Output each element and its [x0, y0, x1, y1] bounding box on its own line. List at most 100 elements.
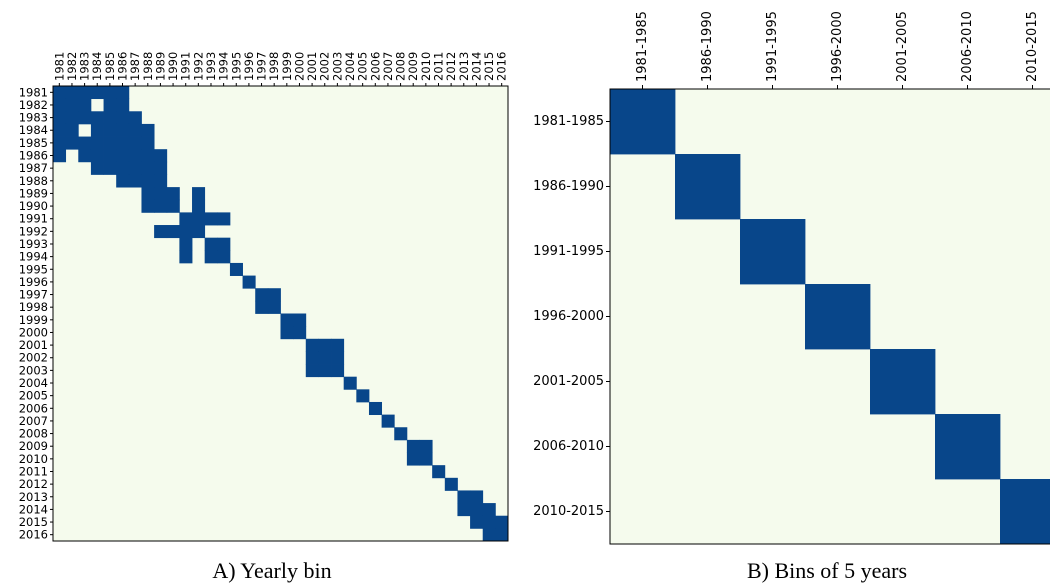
heatmap-cell: [78, 86, 92, 100]
column-label: 2014: [469, 52, 483, 81]
heatmap-cell: [103, 98, 117, 112]
heatmap-cell: [166, 199, 180, 213]
heatmap-cell: [65, 111, 79, 125]
row-label: 1990: [19, 199, 48, 213]
row-label: 1997: [19, 288, 48, 302]
heatmap-cell: [343, 376, 357, 390]
heatmap-cell: [116, 86, 130, 100]
heatmap-cell: [179, 225, 193, 239]
heatmap-cell: [53, 123, 67, 137]
heatmap-cell: [179, 212, 193, 226]
row-label: 2001: [19, 338, 48, 352]
heatmap-cell: [90, 111, 104, 125]
heatmap-cell: [141, 161, 155, 175]
row-label: 1981: [19, 85, 48, 99]
heatmap-cell: [305, 338, 319, 352]
row-label: 1995: [19, 262, 48, 276]
row-label: 2010-2015: [533, 504, 604, 519]
heatmap-five-year: 1981-1985 1981-1985 1986-1990 1986-1990 1991…: [533, 11, 1050, 545]
column-label: 1992: [191, 52, 205, 81]
heatmap-cell: [482, 515, 496, 529]
heatmap-cell: [457, 490, 471, 504]
heatmap-cell: [368, 401, 383, 416]
heatmap-cell: [128, 174, 142, 188]
heatmap-cell: [65, 123, 79, 137]
row-label: 1985: [19, 136, 48, 150]
column-label: 1999: [280, 52, 294, 81]
heatmap-cell: [470, 503, 484, 517]
row-label: 1984: [19, 123, 48, 137]
heatmap-cell: [116, 98, 130, 112]
column-label: 2005: [356, 52, 370, 81]
heatmap-frame: [52, 85, 509, 542]
heatmap-cell: [65, 86, 79, 100]
heatmap-cell: [470, 515, 484, 529]
heatmap-cell: [935, 414, 1001, 480]
row-label: 1994: [19, 250, 48, 264]
heatmap-cell: [90, 149, 104, 163]
column-label: 2003: [330, 52, 344, 81]
row-label: 2006-2010: [533, 439, 604, 454]
column-label: 1990: [166, 52, 180, 81]
row-label: 2001-2005: [533, 374, 604, 389]
heatmap-cell: [495, 515, 509, 529]
heatmap-cell: [179, 237, 193, 251]
column-label: 1998: [267, 52, 281, 81]
heatmap-cell: [192, 199, 206, 213]
column-label: 2013: [457, 52, 471, 81]
heatmap-cell: [128, 111, 142, 125]
column-label: 1995: [229, 52, 243, 81]
heatmap-cell: [293, 313, 307, 327]
heatmap-cell: [394, 427, 408, 441]
heatmap-cell: [495, 528, 509, 542]
column-label: 2011: [431, 52, 445, 81]
caption-yearly-bin: A) Yearly bin: [212, 558, 331, 583]
heatmap-cell: [406, 439, 420, 453]
column-label: 2007: [381, 52, 395, 81]
column-label: 1985: [103, 52, 117, 81]
row-label: 2012: [19, 477, 48, 491]
row-label: 2006: [19, 401, 48, 415]
row-label: 1986: [19, 149, 48, 163]
heatmap-cell: [356, 389, 370, 403]
column-label: 1984: [90, 52, 104, 81]
column-label: 1981-1985: [635, 11, 650, 82]
column-label: 1983: [78, 52, 92, 81]
row-label: 2013: [19, 490, 48, 504]
heatmap-cell: [805, 284, 871, 350]
heatmap-cell: [103, 111, 117, 125]
heatmap-cell: [470, 490, 484, 504]
column-label: 2008: [394, 52, 408, 81]
column-label: 1996: [242, 52, 256, 81]
heatmap-cell: [1000, 479, 1050, 545]
column-label: 1987: [128, 52, 142, 81]
column-label: 1982: [65, 52, 79, 81]
row-label: 1987: [19, 161, 48, 175]
column-label: 2006-2010: [960, 11, 975, 82]
heatmap-cell: [53, 98, 67, 112]
heatmap-cell: [318, 351, 332, 365]
column-label: 1993: [204, 52, 218, 81]
row-label: 1981-1985: [533, 114, 604, 129]
heatmap-cell: [141, 187, 155, 201]
heatmap-cell: [675, 154, 741, 220]
heatmap-cell: [242, 275, 256, 289]
heatmap-cell: [154, 161, 168, 175]
heatmap-cell: [331, 364, 345, 378]
heatmap-cell: [305, 351, 319, 365]
heatmap-cell: [280, 326, 294, 340]
row-label: 1982: [19, 98, 48, 112]
heatmap-cell: [482, 528, 496, 542]
heatmap-cell: [204, 237, 218, 251]
heatmap-cell: [90, 123, 104, 137]
row-label: 2015: [19, 515, 48, 529]
heatmap-cell: [154, 149, 168, 163]
row-label: 1989: [19, 186, 48, 200]
heatmap-cell: [154, 225, 168, 239]
heatmap-yearly: 1981198119821982198319831984198419851985…: [19, 52, 509, 542]
heatmap-cell: [141, 199, 155, 213]
row-label: 1999: [19, 313, 48, 327]
heatmap-cell: [141, 123, 155, 137]
heatmap-cell: [217, 237, 231, 251]
heatmap-cell: [305, 364, 319, 378]
